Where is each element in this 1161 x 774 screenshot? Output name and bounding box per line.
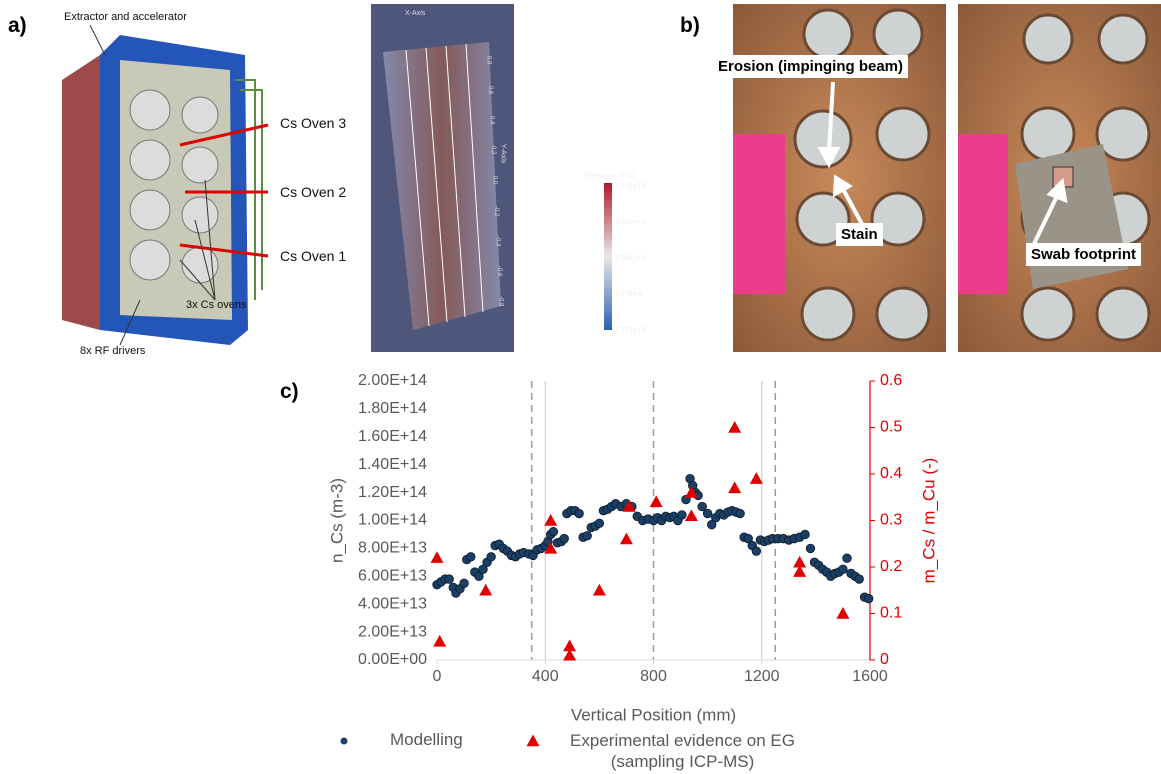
y2-tick-label: 0.1 [880, 605, 902, 622]
data-point [703, 509, 712, 518]
data-point [685, 509, 698, 521]
data-point [855, 575, 864, 584]
tick-label: 0.6 [487, 86, 493, 95]
data-point [583, 532, 592, 541]
x-tick-label: 1200 [744, 668, 780, 685]
data-point [736, 509, 745, 518]
y2-tick-label: 0.4 [880, 465, 902, 482]
axis-title: Y-Axis [499, 144, 506, 164]
y2-tick-label: 0.5 [880, 419, 902, 436]
colorbar-title: Pressure (Pa) [585, 171, 634, 180]
y2-tick-label: 0.6 [880, 372, 902, 389]
data-point [479, 584, 492, 596]
annotation: Cs Oven 1 [280, 248, 346, 264]
y-tick-label: 2.00E+14 [358, 372, 427, 389]
annotation: Swab footprint [1026, 243, 1141, 266]
y-tick-label: 1.80E+14 [358, 400, 427, 417]
data-point [620, 533, 633, 545]
y-tick-label: 6.00E+13 [358, 568, 427, 585]
x-tick-label: 800 [640, 668, 667, 685]
data-point [560, 534, 569, 543]
data-point [728, 481, 741, 493]
y-tick-label: 0.00E+00 [358, 651, 427, 668]
data-point [650, 495, 663, 507]
x-axis-title: Vertical Position (mm) [571, 705, 736, 724]
data-point [549, 527, 558, 536]
y-tick-label: 2.00E+13 [358, 623, 427, 640]
tick-label: -0.6 [496, 266, 502, 277]
legend-marker [341, 738, 348, 745]
tick-label: 0.4 [488, 116, 494, 125]
y-tick-label: 1.00E+14 [358, 512, 427, 529]
data-point [431, 551, 444, 563]
data-point [864, 594, 873, 603]
tick-label: 0.2 [490, 146, 496, 155]
y2-tick-label: 0.3 [880, 512, 902, 529]
annotation: Extractor and accelerator [64, 11, 187, 23]
annotation: 3x Cs ovens [186, 299, 247, 311]
data-point [575, 509, 584, 518]
tick-label: 0.0 [491, 176, 497, 185]
y-tick-label: 1.60E+14 [358, 428, 427, 445]
y2-tick-label: 0 [880, 651, 889, 668]
y2-tick-label: 0.2 [880, 558, 902, 575]
y-tick-label: 4.00E+13 [358, 595, 427, 612]
x-tick-label: 400 [532, 668, 559, 685]
tick-label: -0.4 [494, 236, 500, 247]
axis-title: X-Axis [405, 10, 425, 17]
annotation: Cs Oven 2 [280, 184, 346, 200]
data-point [433, 635, 446, 647]
legend-label: Modelling [390, 730, 463, 750]
colorbar-label: 2.8452e-5 [615, 255, 647, 262]
data-point [839, 565, 848, 574]
data-point [593, 584, 606, 596]
colorbar-label: 2.779e-5 [615, 291, 643, 298]
colorbar-label: 2.978e-05 [615, 183, 647, 190]
data-point [445, 575, 454, 584]
data-point [467, 552, 476, 561]
annotation: Erosion (impinging beam) [713, 55, 908, 78]
page: a) b) c) Extractor and accelerator Cs Ov… [0, 0, 1161, 774]
data-point [843, 554, 852, 563]
colorbar-label: 2.9114e-5 [615, 219, 646, 226]
data-point [595, 519, 604, 528]
panel-label: b) [680, 14, 700, 38]
y-tick-label: 8.00E+13 [358, 540, 427, 557]
data-point [487, 552, 496, 561]
y-tick-label: 1.20E+14 [358, 484, 427, 501]
data-point [752, 547, 761, 556]
tick-label: 0.8 [485, 56, 491, 65]
chart: 0.00E+00 2.00E+13 4.00E+13 6.00E+13 8.00E+13… [0, 360, 1161, 774]
y-axis-title: n_Cs (m-3) [327, 478, 346, 563]
legend-label: Experimental evidence on EG (sampling IC… [555, 730, 810, 772]
tick-label: -0.8 [497, 296, 503, 307]
annotation: Cs Oven 3 [280, 115, 346, 131]
x-tick-label: 0 [433, 668, 442, 685]
data-point [460, 579, 469, 588]
data-point [728, 421, 741, 433]
data-point [836, 607, 849, 619]
y-tick-label: 1.40E+14 [358, 456, 427, 473]
annotation: 8x RF drivers [80, 345, 145, 357]
data-point [750, 472, 763, 484]
data-point [806, 544, 815, 553]
x-tick-label: 1600 [852, 668, 888, 685]
legend-marker [527, 735, 540, 747]
y2-axis-title: m_Cs / m_Cu (-) [919, 458, 938, 584]
data-point [678, 511, 687, 520]
tick-label: -0.2 [493, 206, 499, 217]
data-point [544, 514, 557, 526]
colorbar-label: 2.713e-05 [615, 327, 647, 334]
annotation: Stain [836, 223, 883, 246]
data-point [801, 530, 810, 539]
